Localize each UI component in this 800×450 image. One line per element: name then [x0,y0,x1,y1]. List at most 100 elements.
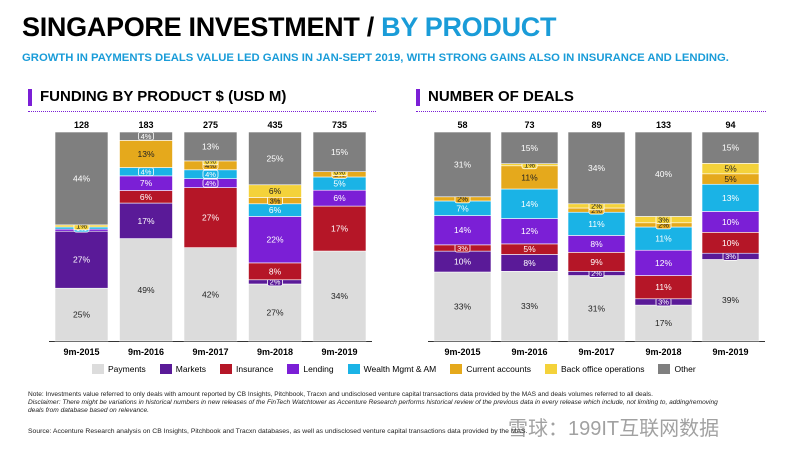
data-label: 12% [655,258,672,268]
data-label: 2% [457,195,468,204]
legend-item: Lending [287,364,334,374]
data-label: 6% [333,193,346,203]
footnote: Note: Investments value referred to only… [28,391,748,416]
data-label: 17% [137,216,154,226]
data-label: 25% [266,153,283,163]
left-panel-divider [28,111,376,112]
bar-total-label: 735 [332,120,347,130]
data-label: 15% [722,143,739,153]
right-panel-divider [416,111,766,112]
bar-segment-other [54,131,109,226]
bar-total-label: 183 [138,120,153,130]
legend-label: Markets [175,364,207,374]
data-label: 15% [521,143,538,153]
data-label: 14% [454,225,471,235]
legend-item: Back office operations [544,364,644,374]
bar-segment-markets [54,230,109,289]
data-label: 4% [141,132,152,141]
bar-segment-lending [433,215,492,246]
data-label: 17% [331,224,348,234]
bar-segment-other [433,131,492,198]
data-label: 13% [722,193,739,203]
legend-swatch [544,364,557,374]
title-accent: BY PRODUCT [381,12,557,42]
data-label: 9% [590,257,603,267]
data-label: 11% [588,219,605,229]
legend-swatch [92,364,104,374]
data-label: 11% [655,234,672,244]
data-label: 7% [456,203,469,213]
x-tick-label: 9m-2016 [511,347,547,357]
data-label-box [202,178,219,188]
data-label: 12% [521,226,538,236]
data-label: 17% [655,318,672,328]
legend-label: Other [674,364,696,374]
data-label: 39% [722,295,739,305]
bar-segment-markets [119,202,173,239]
data-label: 6% [140,192,153,202]
legend-swatch [658,364,671,374]
right-panel-title: NUMBER OF DEALS [428,88,574,105]
title-main: SINGAPORE INVESTMENT / [22,12,382,42]
data-label: 7% [140,178,153,188]
data-label: 8% [590,239,603,249]
bar-segment-other [312,131,367,172]
legend-item: Current accounts [450,364,531,374]
bar-total-label: 275 [203,120,218,130]
data-label: 31% [454,159,471,169]
footnote-disclaimer-cont: deals from database based on relevance. [28,407,149,415]
x-tick-label: 9m-2015 [444,347,480,357]
data-label: 1% [76,222,87,231]
legend-item: Other [658,364,696,374]
bar-segment-other [567,131,626,205]
data-label: 33% [454,302,471,312]
bar-segment-other [183,131,238,162]
bar-segment-payments [119,238,173,342]
data-label: 5% [333,179,346,189]
data-label: 49% [137,285,154,295]
page-subtitle: GROWTH IN PAYMENTS DEALS VALUE LED GAINS… [22,52,729,64]
source-note: Source: Accenture Research analysis on C… [28,428,528,435]
data-label: 6% [269,186,282,196]
data-label: 4% [205,161,216,170]
bar-segment-payments [567,275,626,342]
chart-legend: Payments Markets Insurance Lending Wealth Mg… [92,364,710,374]
data-label: 3% [658,298,669,307]
data-label: 13% [202,141,219,151]
legend-swatch [287,364,300,374]
data-label: 6% [269,205,282,215]
left-panel-accent-bar [28,89,32,106]
bar-total-label: 94 [725,120,735,130]
data-label-box [138,131,154,141]
data-label: 14% [521,199,538,209]
bar-segment-other [248,131,302,186]
legend-label: Current accounts [466,364,531,374]
legend-swatch [450,364,463,374]
data-label: 4% [141,168,152,177]
bar-total-label: 133 [656,120,671,130]
data-label: 33% [521,301,538,311]
data-label: 2% [591,269,602,278]
legend-item: Wealth Mgmt & AM [347,364,436,374]
bar-segment-payments [634,304,693,342]
data-label: 34% [331,291,348,301]
data-label: 11% [655,282,672,292]
x-tick-label: 9m-2015 [63,347,99,357]
data-label: 3% [658,215,669,224]
legend-item: Markets [159,364,207,374]
bar-total-label: 58 [457,120,467,130]
right-panel-accent-bar [416,89,420,106]
bar-segment-other [500,131,559,164]
data-label: 34% [588,163,605,173]
data-label: 2% [591,202,602,211]
bar-total-label: 73 [524,120,534,130]
data-label: 0% [334,167,345,176]
bar-segment-payments [248,283,302,342]
x-tick-label: 9m-2019 [712,347,748,357]
data-label: 3% [457,244,468,253]
data-label: 2% [658,221,669,230]
data-label: 3% [270,196,281,205]
legend-label: Lending [303,364,334,374]
data-label: 4% [205,170,216,179]
bar-segment-payments [433,271,492,342]
